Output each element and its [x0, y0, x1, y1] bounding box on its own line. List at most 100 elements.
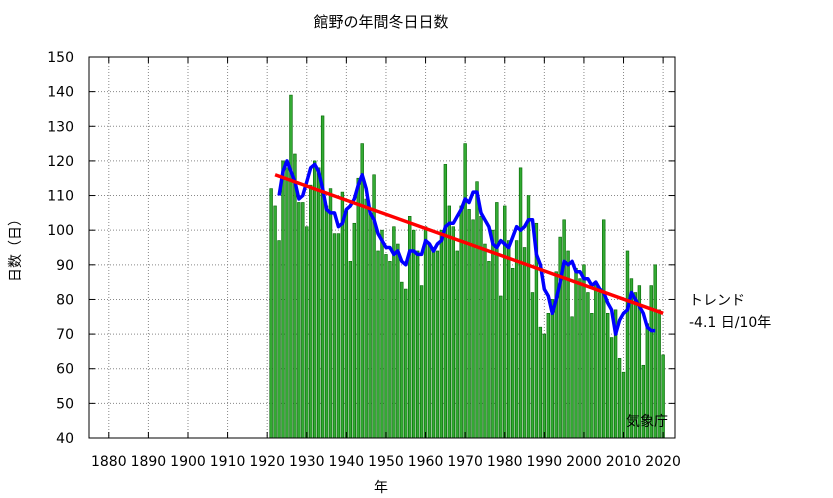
- bar-1998: [574, 267, 578, 439]
- bar-1938: [336, 233, 341, 439]
- bar-1959: [419, 285, 424, 439]
- bar-1966: [447, 205, 451, 439]
- bar-1961: [427, 243, 432, 439]
- bar-1944: [360, 143, 364, 439]
- bar-1979: [499, 295, 503, 439]
- bar-2010: [621, 371, 626, 439]
- bar-1983: [514, 240, 519, 439]
- bar-1997: [570, 316, 574, 439]
- bar-1924: [281, 160, 285, 439]
- bar-1981: [507, 240, 511, 439]
- y-tick-label: 50: [56, 396, 74, 412]
- bar-2011: [625, 250, 630, 439]
- bar-1934: [320, 115, 325, 439]
- x-tick-label: 1930: [289, 454, 325, 470]
- bar-1943: [356, 177, 360, 439]
- bar-1958: [415, 250, 420, 439]
- bar-1945: [364, 198, 368, 439]
- bar-2006: [606, 313, 610, 439]
- y-tick-label: 70: [56, 327, 74, 343]
- bar-1935: [324, 205, 329, 439]
- bar-1949: [380, 229, 384, 439]
- bar-1927: [293, 153, 297, 439]
- bar-1970: [463, 143, 467, 439]
- bar-1952: [392, 226, 396, 439]
- x-tick-label: 2000: [566, 454, 602, 470]
- bar-2004: [598, 292, 602, 439]
- bar-1923: [277, 240, 281, 439]
- bar-1994: [558, 236, 562, 439]
- bar-2002: [590, 313, 594, 439]
- x-tick-label: 2010: [606, 454, 642, 470]
- moving-average-line: [277, 159, 656, 336]
- x-tick-label: 1940: [329, 454, 365, 470]
- x-tick-label: 1990: [527, 454, 563, 470]
- bar-1940: [344, 209, 349, 439]
- bar-1954: [400, 281, 404, 439]
- x-tick-label: 1960: [408, 454, 444, 470]
- bar-1980: [503, 205, 507, 439]
- ticks: 1880 1890 1900 1910 1920 1930 1940 1950 1960 1970…: [47, 50, 681, 470]
- bar-1936: [328, 188, 333, 439]
- lines: [274, 159, 664, 336]
- bar-1977: [491, 229, 495, 439]
- x-tick-label: 2020: [645, 454, 681, 470]
- bar-1991: [546, 313, 550, 439]
- bar-1972: [471, 219, 475, 439]
- bar-1922: [273, 205, 277, 439]
- x-tick-label: 1950: [368, 454, 404, 470]
- bar-1978: [495, 202, 499, 439]
- bar-2005: [602, 219, 606, 439]
- y-tick-label: 130: [47, 119, 74, 135]
- bar-1950: [384, 254, 388, 439]
- bar-1942: [352, 222, 356, 439]
- bar-1984: [518, 167, 523, 439]
- trend-value: -4.1 日/10年: [689, 315, 771, 331]
- bar-1964: [439, 229, 444, 439]
- bar-2018: [653, 264, 657, 439]
- bar-1941: [348, 261, 353, 439]
- bar-2009: [617, 358, 622, 439]
- y-tick-label: 140: [47, 85, 74, 101]
- x-tick-label: 1920: [249, 454, 285, 470]
- bar-1928: [297, 202, 301, 439]
- bar-2001: [586, 292, 590, 439]
- bar-1921: [269, 188, 273, 439]
- bar-2003: [594, 285, 598, 439]
- bar-1948: [376, 250, 380, 439]
- bar-1976: [487, 261, 491, 439]
- grid: [89, 56, 675, 439]
- y-tick-label: 150: [47, 50, 74, 66]
- bar-1925: [285, 167, 289, 439]
- bar-1985: [522, 247, 527, 439]
- bar-1939: [340, 191, 345, 439]
- bar-1963: [435, 250, 440, 439]
- bar-1986: [526, 195, 531, 439]
- bar-1962: [431, 247, 436, 439]
- bar-1926: [289, 94, 293, 439]
- bar-1982: [510, 267, 515, 439]
- bar-2007: [609, 337, 614, 439]
- x-tick-label: 1970: [447, 454, 483, 470]
- bar-1932: [313, 160, 317, 439]
- bar-1999: [578, 278, 582, 439]
- trend-line: [274, 173, 664, 315]
- bar-1937: [332, 233, 337, 439]
- x-tick-label: 1900: [170, 454, 206, 470]
- plot-frame: [88, 56, 676, 439]
- bar-1987: [530, 292, 535, 439]
- bar-1967: [451, 226, 455, 439]
- y-tick-label: 120: [47, 154, 74, 170]
- x-axis-label: 年: [374, 480, 388, 496]
- bar-1930: [305, 226, 309, 439]
- bar-1960: [423, 226, 428, 439]
- bar-1931: [309, 184, 313, 439]
- bar-1951: [388, 261, 392, 439]
- chart-title: 館野の年間冬日日数: [313, 13, 448, 31]
- bar-1929: [301, 202, 305, 439]
- y-tick-label: 110: [47, 189, 74, 205]
- bar-1968: [455, 250, 459, 439]
- bar-1953: [396, 243, 400, 439]
- credit-label: 気象庁: [626, 414, 668, 430]
